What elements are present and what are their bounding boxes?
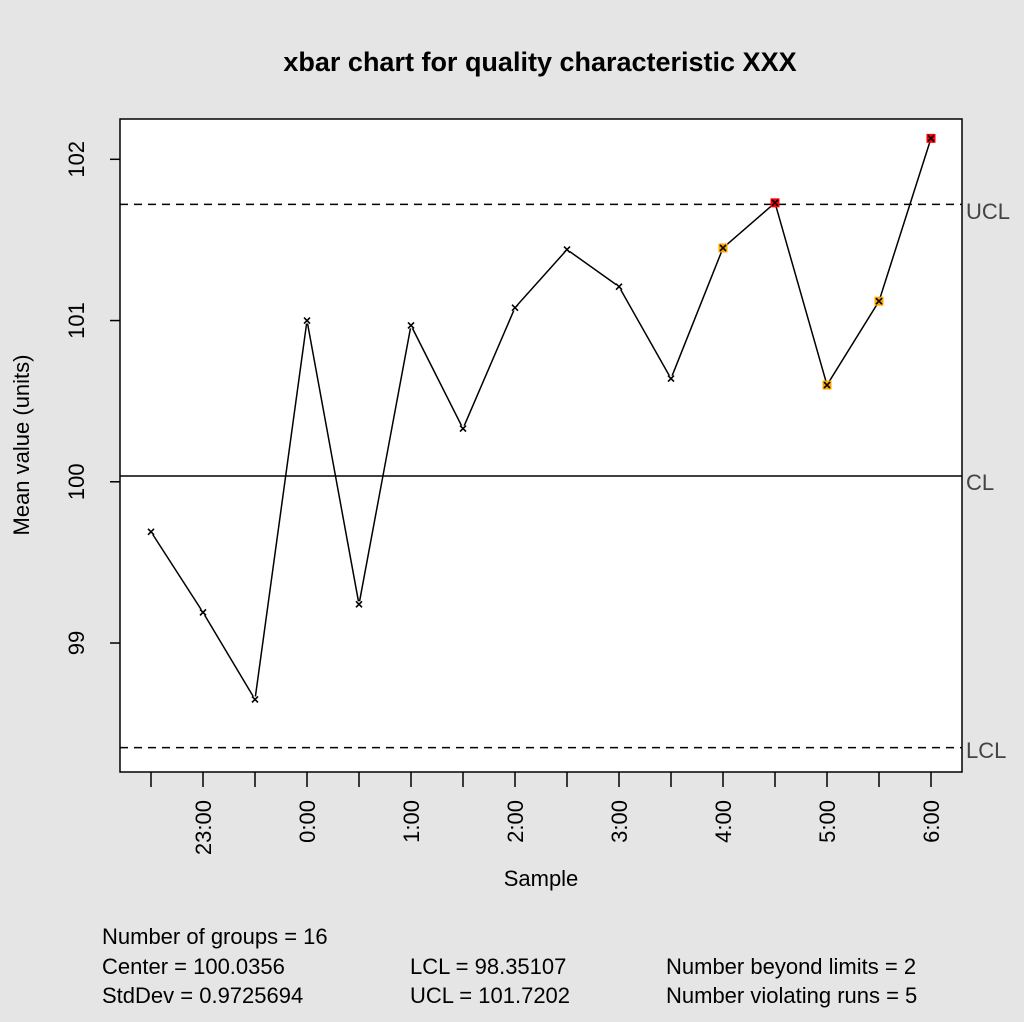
data-point [718, 243, 728, 253]
y-tick-label: 99 [64, 631, 89, 655]
x-tick-label: 5:00 [815, 800, 840, 843]
x-tick-label: 4:00 [711, 800, 736, 843]
stat-stddev: StdDev = 0.9725694 [102, 983, 303, 1008]
chart-title: xbar chart for quality characteristic XX… [283, 47, 796, 77]
data-point [770, 198, 780, 208]
stat-ucl: UCL = 101.7202 [410, 983, 570, 1008]
data-point [251, 695, 259, 704]
y-tick-label: 102 [64, 141, 89, 178]
stat-lcl: LCL = 98.35107 [410, 954, 566, 979]
series-line-group [150, 138, 932, 702]
x-axis: 23:00 0:00 1:00 2:00 3:00 4:00 5:00 6:00 [150, 772, 944, 855]
data-point [147, 528, 155, 536]
data-point [874, 296, 884, 306]
data-point [511, 304, 519, 312]
data-point [459, 425, 467, 433]
data-point [926, 133, 936, 143]
cl-label: CL [966, 470, 994, 495]
x-tick-label: 0:00 [295, 800, 320, 843]
lcl-label: LCL [966, 738, 1006, 763]
control-limit-lines [120, 203, 962, 749]
data-point [199, 608, 207, 616]
y-axis: 99 100 101 102 [64, 141, 120, 655]
x-tick-label: 1:00 [399, 800, 424, 843]
stat-beyond-limits: Number beyond limits = 2 [666, 954, 916, 979]
y-tick-label: 100 [64, 463, 89, 500]
plot-area [119, 118, 963, 773]
data-point [563, 246, 571, 254]
x-tick-label: 23:00 [191, 800, 216, 855]
ucl-label: UCL [966, 199, 1010, 224]
stat-groups: Number of groups = 16 [102, 924, 328, 949]
stat-center: Center = 100.0356 [102, 954, 285, 979]
stat-violating-runs: Number violating runs = 5 [666, 983, 917, 1008]
y-axis-label: Mean value (units) [9, 355, 34, 536]
data-point [407, 321, 415, 329]
data-point [303, 316, 311, 325]
x-tick-label: 6:00 [919, 800, 944, 843]
data-point [355, 600, 363, 608]
series-line [150, 138, 932, 702]
data-point [822, 380, 832, 390]
data-point [615, 283, 623, 291]
x-axis-label: Sample [504, 866, 579, 891]
y-tick-label: 101 [64, 302, 89, 339]
x-tick-label: 2:00 [503, 800, 528, 843]
data-points [147, 133, 936, 704]
data-point [667, 375, 675, 383]
x-tick-label: 3:00 [607, 800, 632, 843]
